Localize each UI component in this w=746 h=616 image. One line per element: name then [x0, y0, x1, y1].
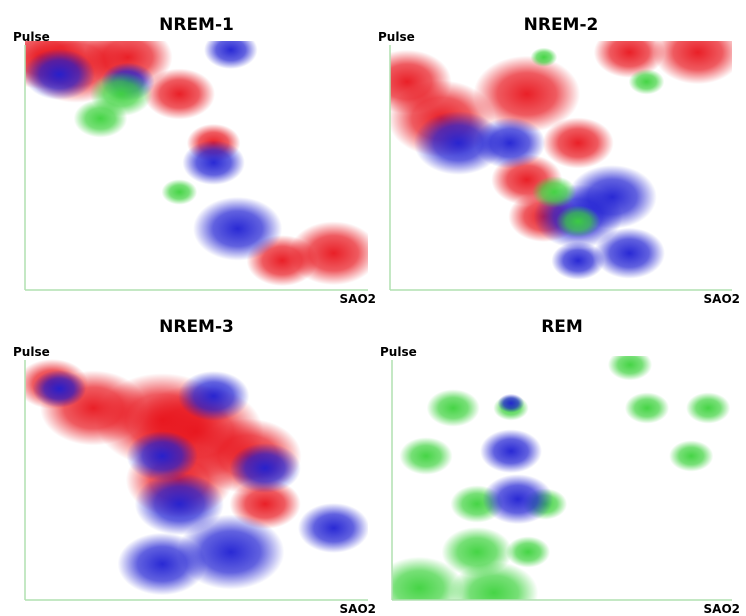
- x-axis-label: SAO2: [704, 602, 740, 616]
- plot-area: [25, 359, 368, 596]
- chart-title: REM: [541, 317, 583, 337]
- point-cloud: [134, 472, 224, 536]
- point-cloud: [413, 111, 503, 175]
- point-cloud: [653, 41, 732, 85]
- point-cloud: [474, 117, 546, 169]
- point-cloud: [204, 41, 258, 70]
- point-cloud: [530, 47, 558, 67]
- point-cloud: [628, 69, 665, 95]
- point-cloud: [686, 392, 731, 424]
- point-cloud: [193, 196, 283, 261]
- chart-title: NREM-3: [159, 317, 234, 337]
- point-cloud: [505, 536, 551, 568]
- point-cloud: [229, 443, 301, 493]
- chart-title: NREM-1: [159, 15, 234, 35]
- point-cloud: [449, 561, 539, 600]
- point-cloud: [143, 68, 216, 120]
- point-cloud: [25, 48, 95, 100]
- point-cloud: [126, 431, 198, 481]
- point-cloud: [426, 389, 480, 427]
- x-axis-label: SAO2: [340, 292, 376, 306]
- point-cloud: [32, 370, 87, 408]
- chart-title: NREM-2: [524, 15, 599, 35]
- y-axis-label: Pulse: [13, 345, 50, 359]
- y-axis-label: Pulse: [13, 30, 50, 44]
- point-cloud: [669, 440, 714, 472]
- y-axis-label: Pulse: [378, 30, 415, 44]
- x-axis-label: SAO2: [340, 602, 376, 616]
- point-cloud: [542, 117, 614, 169]
- point-cloud: [480, 429, 542, 474]
- point-cloud: [117, 532, 207, 596]
- plot-area: [390, 41, 732, 280]
- point-cloud: [482, 474, 554, 525]
- point-cloud: [73, 99, 128, 138]
- point-cloud: [298, 503, 368, 553]
- x-axis-label: SAO2: [704, 292, 740, 306]
- point-cloud: [607, 356, 653, 381]
- plot-area: [392, 356, 731, 600]
- point-cloud: [624, 392, 670, 424]
- point-cloud: [399, 437, 453, 475]
- point-cloud: [177, 371, 250, 421]
- point-cloud: [593, 227, 665, 279]
- point-cloud: [182, 140, 245, 185]
- point-cloud: [555, 205, 601, 238]
- point-cloud: [531, 176, 577, 208]
- plot-area: [25, 41, 368, 287]
- y-axis-label: Pulse: [380, 345, 417, 359]
- point-cloud: [392, 556, 464, 600]
- point-cloud: [473, 55, 581, 133]
- point-cloud: [593, 41, 665, 78]
- point-cloud: [551, 241, 605, 280]
- point-cloud: [497, 393, 525, 413]
- point-cloud: [161, 179, 198, 205]
